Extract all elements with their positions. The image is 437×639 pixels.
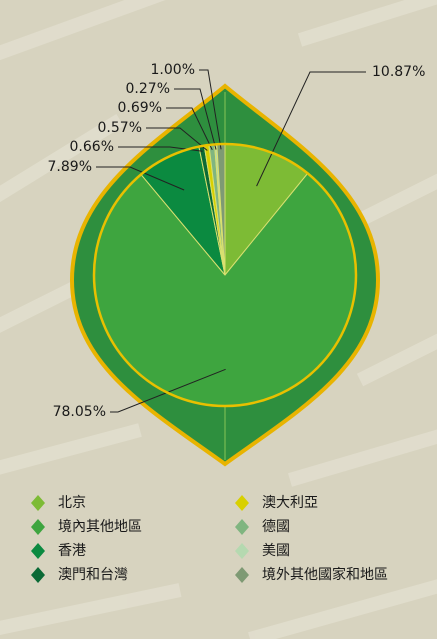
leader-line bbox=[96, 166, 185, 191]
legend-marker bbox=[31, 519, 45, 535]
leader-line bbox=[256, 71, 366, 187]
legend-marker bbox=[235, 495, 249, 511]
pie-outline bbox=[92, 142, 358, 408]
legend-marker bbox=[235, 519, 249, 535]
data-label: 10.87% bbox=[372, 64, 425, 80]
legend-marker bbox=[31, 495, 45, 511]
legend-marker bbox=[235, 543, 249, 559]
legend-marker bbox=[31, 567, 45, 583]
leader-line bbox=[118, 146, 203, 152]
data-label: 7.89% bbox=[48, 159, 92, 175]
legend-label: 澳門和台灣 bbox=[58, 567, 128, 583]
data-label: 78.05% bbox=[53, 404, 106, 420]
legend-label: 美國 bbox=[262, 543, 290, 559]
data-label: 0.27% bbox=[126, 81, 170, 97]
legend-label: 德國 bbox=[262, 519, 290, 535]
data-label: 0.69% bbox=[118, 100, 162, 116]
leader-line bbox=[199, 69, 222, 150]
leader-line bbox=[110, 368, 226, 413]
leader-line bbox=[174, 88, 217, 150]
data-label: 0.57% bbox=[98, 120, 142, 136]
legend-label: 香港 bbox=[58, 543, 86, 559]
leader-line bbox=[166, 107, 213, 151]
leader-line bbox=[146, 127, 208, 151]
data-label: 1.00% bbox=[151, 62, 195, 78]
data-label: 0.66% bbox=[70, 139, 114, 155]
legend-label: 境內其他地區 bbox=[58, 519, 142, 535]
legend-marker bbox=[235, 567, 249, 583]
legend-label: 境外其他國家和地區 bbox=[262, 566, 388, 583]
legend-label: 北京 bbox=[58, 495, 86, 511]
legend-label: 澳大利亞 bbox=[262, 495, 318, 511]
legend-marker bbox=[31, 543, 45, 559]
